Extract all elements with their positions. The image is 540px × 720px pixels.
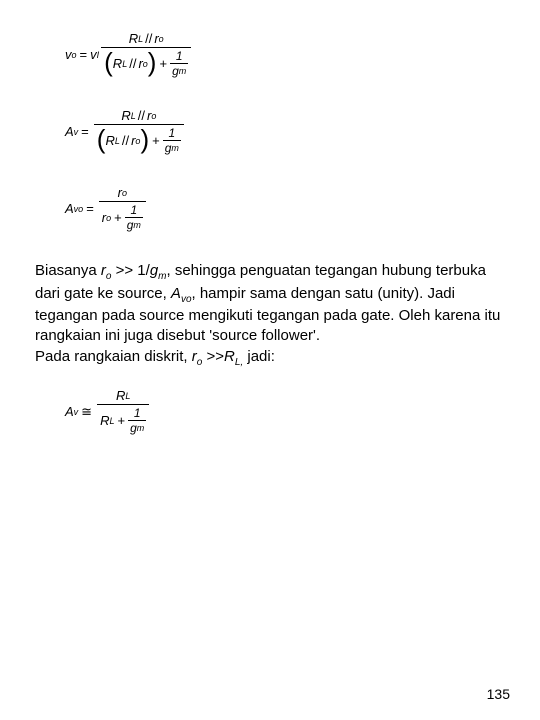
eq1-main-frac: RL // ro ( RL // ro ) + 1 gm xyxy=(101,30,191,79)
eq3-main-frac: ro ro + 1 gm xyxy=(99,184,146,233)
eq4-inner-den-sub: m xyxy=(137,423,145,433)
para-v2: g xyxy=(150,262,158,279)
eq1-num-b-sub: o xyxy=(159,34,164,44)
eq2-main-frac: RL // ro ( RL // ro ) + 1 gm xyxy=(94,107,184,156)
eq1: vo = vI RL // ro ( RL // ro ) + 1 gm xyxy=(65,30,193,79)
eq2-num-b-sub: o xyxy=(151,111,156,121)
eq2-num-a-sub: L xyxy=(131,111,136,121)
eq1-den-a: R xyxy=(113,56,122,71)
eq1-inner-den-sub: m xyxy=(179,66,187,76)
eq4-plus: + xyxy=(117,413,125,428)
eq4-inner-den-var: g xyxy=(130,421,137,435)
eq2: Av = RL // ro ( RL // ro ) + 1 gm xyxy=(65,107,186,156)
para-t1: Biasanya xyxy=(35,262,101,279)
eq1-inner-num: 1 xyxy=(174,49,185,63)
para-v5s: L, xyxy=(235,357,243,368)
para-t6: >> xyxy=(202,348,224,365)
equation-av: Av = RL // ro ( RL // ro ) + 1 gm xyxy=(65,107,505,156)
eq2-inner-num: 1 xyxy=(166,126,177,140)
eq1-plus: + xyxy=(159,56,167,71)
equation-vo: vo = vI RL // ro ( RL // ro ) + 1 gm xyxy=(65,30,505,79)
equation-av-approx: Av ≅ RL RL + 1 gm xyxy=(65,387,505,436)
eq2-par-top: // xyxy=(138,108,145,123)
para-v3s: vo xyxy=(181,294,192,305)
eq2-lhs-var: A xyxy=(65,124,74,139)
eq2-inner-frac: 1 gm xyxy=(163,126,181,155)
eq2-num-a: R xyxy=(121,108,130,123)
eq1-par-bot: // xyxy=(129,56,136,71)
eq1-inner-den-var: g xyxy=(172,64,179,78)
eq2-inner-den-sub: m xyxy=(171,143,179,153)
eq4-num-var: R xyxy=(116,388,125,403)
eq3-inner-den-var: g xyxy=(127,218,134,232)
eq3-inner-den-sub: m xyxy=(133,220,141,230)
eq2-inner-den-var: g xyxy=(165,141,172,155)
eq1-lhs-sub: o xyxy=(72,50,77,60)
eq3-lhs-sub: vo xyxy=(74,204,84,214)
eq3-inner-frac: 1 gm xyxy=(125,203,143,232)
page-number: 135 xyxy=(487,686,510,702)
eq2-lhs-sub: v xyxy=(74,127,79,137)
eq4-den-var: R xyxy=(100,413,109,428)
eq2-par-bot: // xyxy=(122,133,129,148)
eq4-approx: ≅ xyxy=(81,404,92,420)
para-v3: A xyxy=(171,285,181,302)
eq4-inner-frac: 1 gm xyxy=(128,406,146,435)
eq4-num-sub: L xyxy=(125,391,130,401)
para-t2: >> 1/ xyxy=(111,262,149,279)
eq1-par-top: // xyxy=(145,31,152,46)
eq3-num-sub: o xyxy=(122,188,127,198)
eq3-plus: + xyxy=(114,210,122,225)
eq3-inner-num: 1 xyxy=(128,203,139,217)
eq3: Avo = ro ro + 1 gm xyxy=(65,184,148,233)
eq2-den-a: R xyxy=(105,133,114,148)
eq1-num-a-sub: L xyxy=(138,34,143,44)
para-v5: R xyxy=(224,348,235,365)
para-t7: jadi: xyxy=(243,348,275,365)
equation-avo: Avo = ro ro + 1 gm xyxy=(65,184,505,233)
eq4-den-sub: L xyxy=(109,416,114,426)
eq1-den-a-sub: L xyxy=(122,59,127,69)
eq4-main-frac: RL RL + 1 gm xyxy=(97,387,149,436)
para-t5: Pada rangkaian diskrit, xyxy=(35,348,192,365)
eq1-eq: = xyxy=(80,47,88,62)
eq4-inner-num: 1 xyxy=(132,406,143,420)
eq3-lhs-var: A xyxy=(65,201,74,216)
eq2-eq: = xyxy=(81,124,89,139)
eq1-num-a: R xyxy=(129,31,138,46)
eq2-plus: + xyxy=(152,133,160,148)
body-paragraph: Biasanya ro >> 1/gm, sehingga penguatan … xyxy=(35,261,505,369)
eq3-den-sub: o xyxy=(106,213,111,223)
eq3-eq: = xyxy=(86,201,94,216)
eq2-den-a-sub: L xyxy=(115,136,120,146)
eq1-coef-sub: I xyxy=(97,50,100,60)
eq4: Av ≅ RL RL + 1 gm xyxy=(65,387,151,436)
eq4-lhs-sub: v xyxy=(74,407,79,417)
eq1-inner-frac: 1 gm xyxy=(170,49,188,78)
para-v2s: m xyxy=(158,271,166,282)
eq4-lhs-var: A xyxy=(65,404,74,419)
